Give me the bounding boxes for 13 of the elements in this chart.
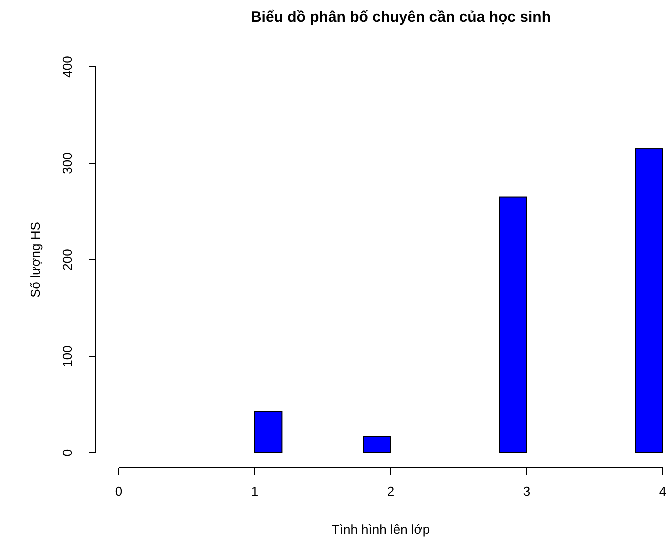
y-tick-label: 400 [60, 56, 75, 78]
x-axis-title: Tình hình lên lớp [332, 522, 430, 537]
y-tick-label: 0 [60, 449, 75, 457]
x-tick-label: 2 [387, 484, 395, 499]
y-tick-label: 100 [60, 346, 75, 368]
x-tick-label: 3 [523, 484, 531, 499]
chart-title: Biểu dồ phân bố chuyên cần của học sinh [250, 9, 552, 26]
y-tick-label: 200 [60, 249, 75, 271]
y-tick-label: 300 [60, 152, 75, 174]
x-tick-label: 4 [659, 484, 667, 499]
y-axis-title: Số lượng HS [28, 222, 43, 298]
x-tick-label: 1 [251, 484, 259, 499]
x-tick-label: 0 [115, 484, 123, 499]
